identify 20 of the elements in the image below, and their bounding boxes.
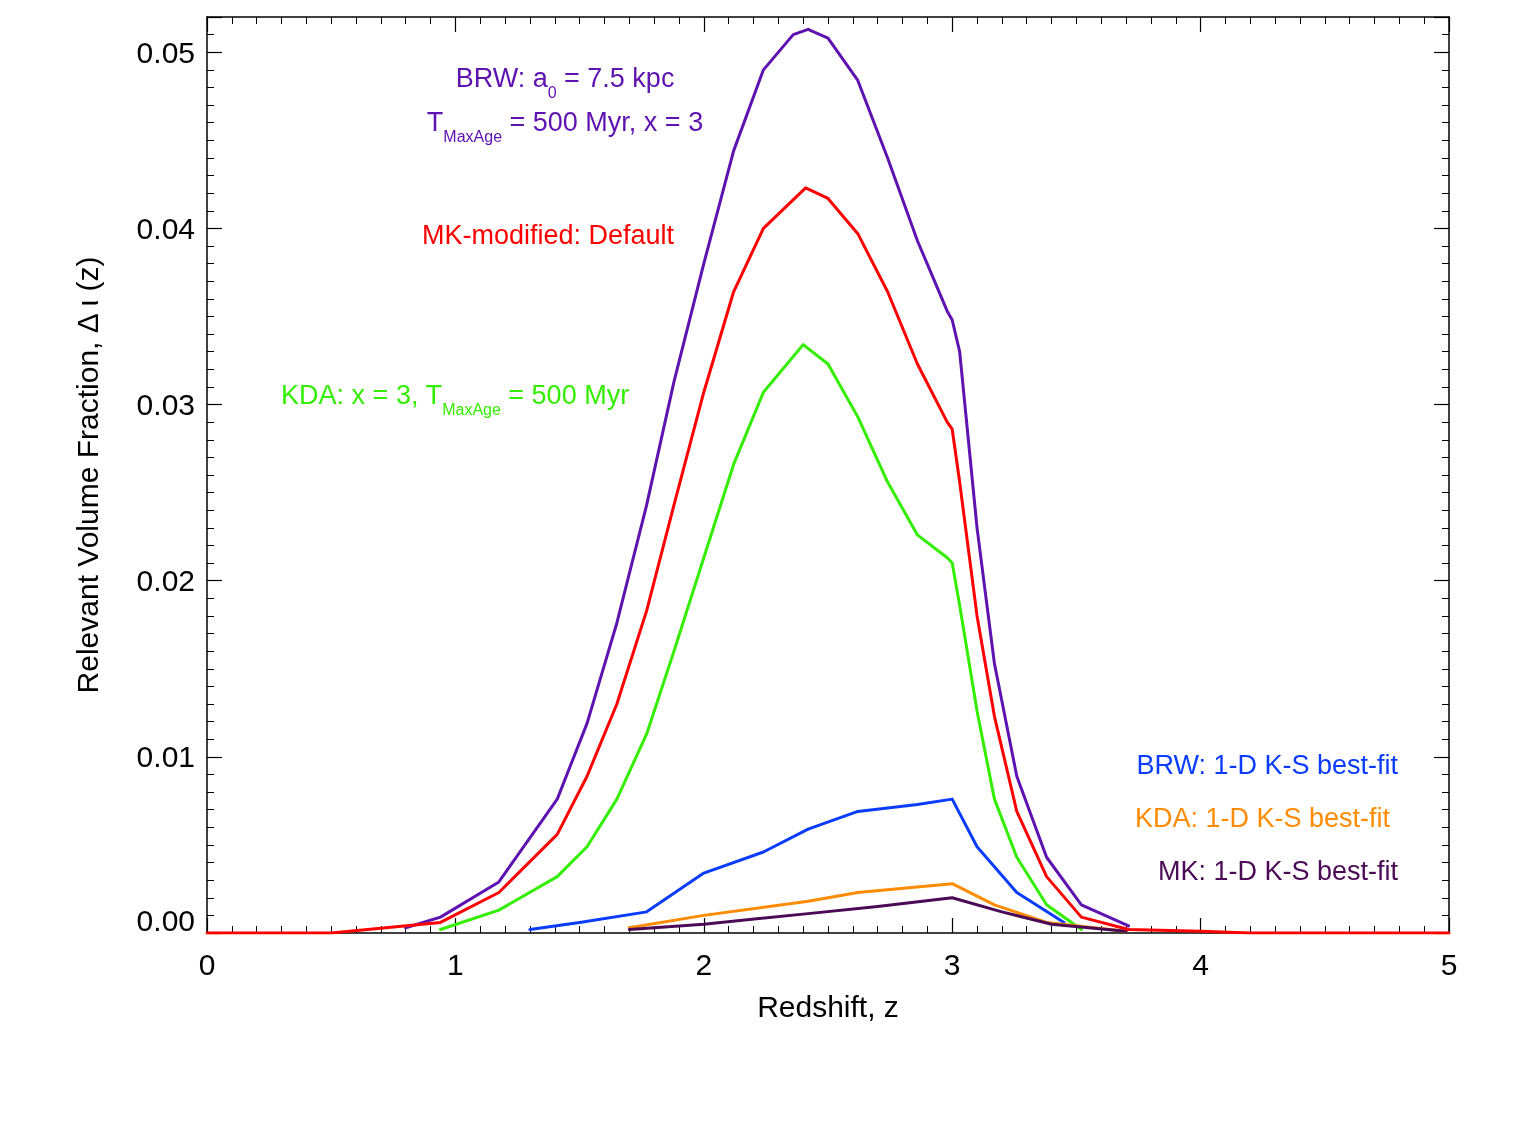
y-tick-label: 0.00 [136, 903, 195, 937]
x-tick-label: 1 [447, 947, 464, 981]
line-series [528, 797, 1066, 931]
line-series [627, 896, 1128, 933]
x-tick-label: 3 [943, 947, 961, 981]
text: MK-modified: Default [421, 220, 675, 250]
text: KDA: 1-D K-S best-fit [1134, 803, 1391, 833]
text: BRW: 1-D K-S best-fit [1136, 750, 1399, 780]
y-tick-label: 0.01 [136, 740, 195, 774]
x-tick-label: 0 [198, 947, 216, 981]
text: MK: 1-D K-S best-fit [1157, 856, 1399, 886]
y-tick-label: 0.03 [136, 388, 195, 422]
y-tick-label: 0.04 [136, 211, 195, 245]
x-tick-label: 5 [1440, 947, 1458, 981]
y-tick-label: 0.02 [136, 564, 195, 598]
x-tick-label: 2 [695, 947, 713, 981]
x-tick-label: 4 [1192, 947, 1209, 981]
x-axis-title: Redshift, z [757, 989, 899, 1023]
y-tick-label: 0.05 [136, 35, 195, 69]
y-axis-title: Relevant Volume Fraction, Δ ι (z) [70, 256, 104, 694]
